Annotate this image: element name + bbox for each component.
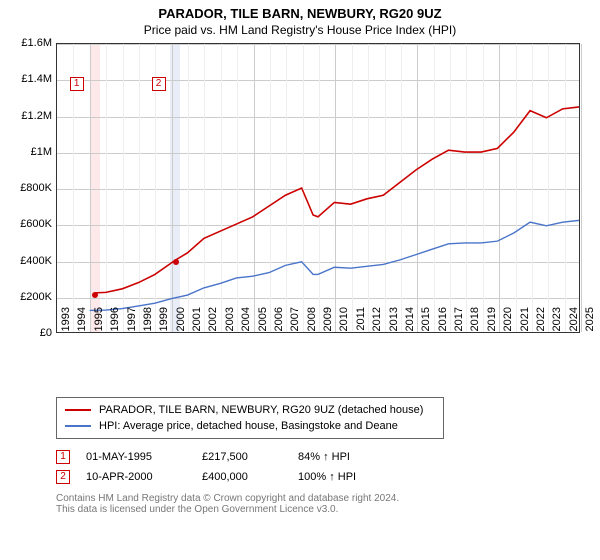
- x-axis-label: 1997: [126, 307, 138, 337]
- x-axis-label: 2016: [437, 307, 449, 337]
- x-axis-label: 1993: [60, 307, 72, 337]
- y-axis-label: £1.6M: [8, 37, 52, 49]
- x-axis-label: 2023: [551, 307, 563, 337]
- y-axis-label: £600K: [8, 218, 52, 230]
- sales-table: 1 01-MAY-1995 £217,500 84% ↑ HPI 2 10-APR-200…: [56, 447, 590, 487]
- sale-marker: [92, 292, 98, 298]
- x-axis-label: 1998: [142, 307, 154, 337]
- x-axis-label: 2020: [502, 307, 514, 337]
- x-axis-label: 2019: [486, 307, 498, 337]
- x-axis-label: 1996: [109, 307, 121, 337]
- sale-pct: 100% ↑ HPI: [298, 471, 398, 483]
- title-line-2: Price paid vs. HM Land Registry's House …: [10, 23, 590, 37]
- x-axis-label: 2021: [519, 307, 531, 337]
- series-svg: [57, 44, 579, 332]
- sale-number-box: 1: [56, 450, 70, 464]
- x-axis-label: 2005: [257, 307, 269, 337]
- x-axis-label: 1999: [158, 307, 170, 337]
- title-line-1: PARADOR, TILE BARN, NEWBURY, RG20 9UZ: [10, 6, 590, 21]
- x-axis-label: 2003: [224, 307, 236, 337]
- x-axis-label: 2022: [535, 307, 547, 337]
- sale-number-box: 2: [56, 470, 70, 484]
- legend-label: PARADOR, TILE BARN, NEWBURY, RG20 9UZ (d…: [99, 404, 423, 416]
- y-axis-label: £400K: [8, 255, 52, 267]
- plot: 12: [56, 43, 580, 333]
- sale-pct: 84% ↑ HPI: [298, 451, 398, 463]
- legend-row: HPI: Average price, detached house, Basi…: [65, 418, 435, 434]
- x-axis-label: 2009: [322, 307, 334, 337]
- y-axis-label: £0: [8, 327, 52, 339]
- x-axis-label: 2002: [207, 307, 219, 337]
- y-axis-label: £1.4M: [8, 73, 52, 85]
- y-axis-label: £1.2M: [8, 110, 52, 122]
- footer: Contains HM Land Registry data © Crown c…: [56, 493, 590, 515]
- legend-label: HPI: Average price, detached house, Basi…: [99, 420, 398, 432]
- x-axis-label: 2024: [568, 307, 580, 337]
- x-axis-label: 2014: [404, 307, 416, 337]
- x-axis-label: 1994: [76, 307, 88, 337]
- sale-marker-label: 2: [152, 77, 166, 91]
- x-axis-label: 2011: [355, 307, 367, 337]
- x-axis-label: 2025: [584, 307, 596, 337]
- legend-row: PARADOR, TILE BARN, NEWBURY, RG20 9UZ (d…: [65, 402, 435, 418]
- legend: PARADOR, TILE BARN, NEWBURY, RG20 9UZ (d…: [56, 397, 444, 439]
- sale-price: £217,500: [202, 451, 282, 463]
- series-property: [95, 107, 579, 293]
- x-axis-label: 2015: [420, 307, 432, 337]
- footer-line-2: This data is licensed under the Open Gov…: [56, 504, 590, 515]
- x-axis-label: 1995: [93, 307, 105, 337]
- x-axis-label: 2004: [240, 307, 252, 337]
- footer-line-1: Contains HM Land Registry data © Crown c…: [56, 493, 590, 504]
- titles: PARADOR, TILE BARN, NEWBURY, RG20 9UZ Pr…: [10, 6, 590, 37]
- y-axis-label: £200K: [8, 291, 52, 303]
- legend-swatch: [65, 425, 91, 427]
- x-axis-label: 2001: [191, 307, 203, 337]
- sale-marker-label: 1: [70, 77, 84, 91]
- x-axis-label: 2017: [453, 307, 465, 337]
- y-axis-label: £1M: [8, 146, 52, 158]
- legend-swatch: [65, 409, 91, 411]
- x-axis-label: 2018: [469, 307, 481, 337]
- x-axis-label: 2010: [338, 307, 350, 337]
- x-axis-label: 2000: [175, 307, 187, 337]
- x-axis-label: 2007: [289, 307, 301, 337]
- y-axis-label: £800K: [8, 182, 52, 194]
- sale-row: 1 01-MAY-1995 £217,500 84% ↑ HPI: [56, 447, 590, 467]
- sale-price: £400,000: [202, 471, 282, 483]
- series-hpi: [90, 220, 579, 310]
- chart-area: 12 £0£200K£400K£600K£800K£1M£1.2M£1.4M£1…: [10, 43, 590, 363]
- sale-date: 10-APR-2000: [86, 471, 186, 483]
- chart-container: PARADOR, TILE BARN, NEWBURY, RG20 9UZ Pr…: [0, 0, 600, 560]
- sale-date: 01-MAY-1995: [86, 451, 186, 463]
- x-axis-label: 2006: [273, 307, 285, 337]
- x-axis-label: 2012: [371, 307, 383, 337]
- x-axis-label: 2008: [306, 307, 318, 337]
- sale-marker: [173, 259, 179, 265]
- x-axis-label: 2013: [388, 307, 400, 337]
- sale-row: 2 10-APR-2000 £400,000 100% ↑ HPI: [56, 467, 590, 487]
- gridline-v: [581, 44, 582, 332]
